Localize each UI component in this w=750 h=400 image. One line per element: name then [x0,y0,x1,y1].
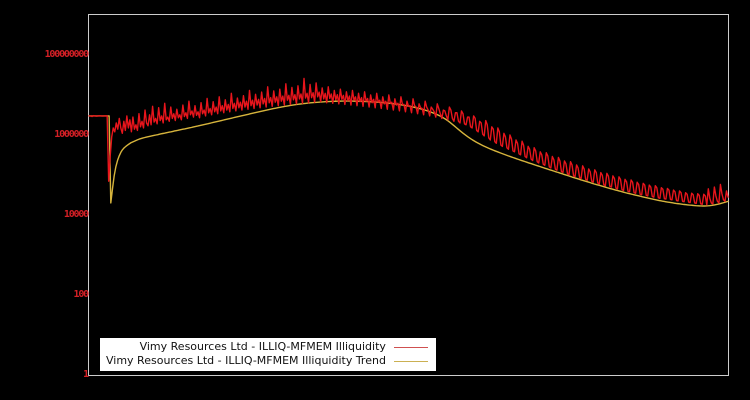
data-series-layer [88,77,729,207]
chart-legend: Vimy Resources Ltd - ILLIQ-MFMEM Illiqui… [100,338,436,371]
plot-frame [88,14,729,376]
y-axis-tick-label: 10000 [63,209,89,220]
y-axis-tick-label: 1 [83,369,89,380]
legend-item-series-trend: Vimy Resources Ltd - ILLIQ-MFMEM Illiqui… [106,354,430,368]
y-axis-tick-label: 1000000 [54,129,89,140]
y-axis-tick-label: 100000000 [44,49,90,60]
y-axis-tick-label: 100 [73,289,90,300]
legend-label-series-main: Vimy Resources Ltd - ILLIQ-MFMEM Illiqui… [139,340,386,353]
legend-swatch-series-main [393,346,428,348]
legend-label-series-trend: Vimy Resources Ltd - ILLIQ-MFMEM Illiqui… [106,354,386,367]
y-axis-tick-labels: 100000000 1000000 10000 100 1 [0,0,90,400]
legend-item-series-main: Vimy Resources Ltd - ILLIQ-MFMEM Illiqui… [140,340,430,354]
legend-swatch-series-trend [393,360,428,362]
series-line-illiquidity [88,77,729,206]
